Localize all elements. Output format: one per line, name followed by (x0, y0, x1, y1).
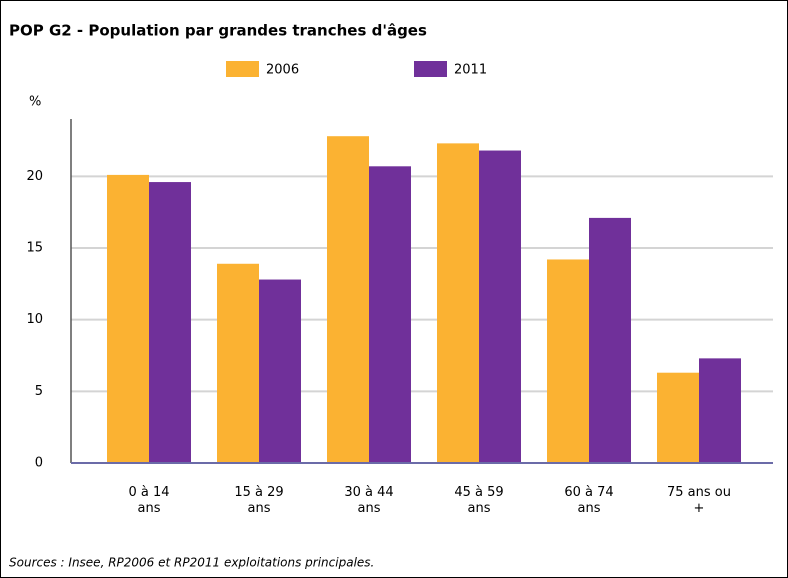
y-tick-label: 5 (35, 384, 43, 399)
bar (479, 150, 521, 464)
bar (437, 143, 479, 463)
y-tick-label: 10 (26, 312, 43, 327)
bar (107, 174, 149, 463)
legend-swatch (414, 61, 447, 77)
chart-title: POP G2 - Population par grandes tranches… (9, 22, 427, 40)
bar (589, 217, 631, 463)
legend-label: 2006 (266, 63, 299, 78)
x-tick-label: 75 ans ou + (667, 485, 731, 516)
x-tick-label: 30 à 44 ans (344, 485, 394, 516)
x-tick-label: 45 à 59 ans (454, 485, 504, 516)
x-tick-label: 0 à 14 ans (128, 485, 170, 516)
y-axis-label: % (29, 95, 41, 110)
bar (217, 263, 259, 463)
bar (369, 166, 411, 464)
x-tick-label: 60 à 74 ans (564, 485, 614, 516)
x-tick-label: 15 à 29 ans (234, 485, 284, 516)
legend-swatch (226, 61, 259, 77)
bar (149, 182, 191, 464)
bar (547, 259, 589, 463)
y-tick-label: 15 (26, 241, 43, 256)
bar (327, 136, 369, 463)
y-tick-label: 0 (35, 456, 43, 471)
bar (259, 279, 301, 463)
y-tick-label: 20 (26, 169, 43, 184)
bar (657, 372, 699, 463)
source-note: Sources : Insee, RP2006 et RP2011 exploi… (9, 556, 374, 570)
bar (699, 358, 741, 463)
legend-label: 2011 (454, 63, 487, 78)
